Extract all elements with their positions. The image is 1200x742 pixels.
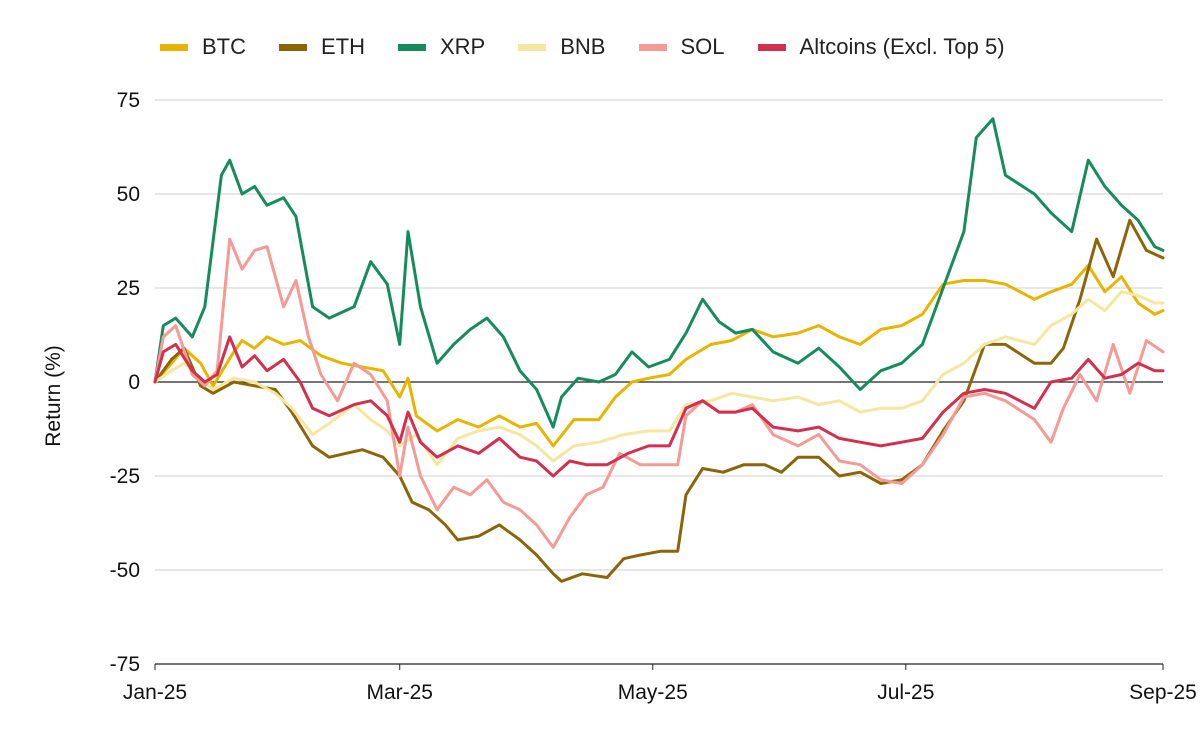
axes: 75 50 25 0 -25 -50 -75 Jan-25 Mar-25 May-25 Jul-25… (110, 89, 1197, 704)
x-tick-label: Mar-25 (366, 681, 433, 704)
series-line-altcoins-excl-top-5 (153, 335, 1165, 478)
x-tick-label: Jul-25 (877, 681, 934, 704)
legend-item: Altcoins (Excl. Top 5) (757, 34, 1005, 60)
legend-swatch (160, 43, 188, 51)
chart-legend: BTC ETH XRP BNB SOL Altcoins (Excl. Top 5) (160, 34, 1038, 60)
legend-swatch (398, 43, 426, 51)
legend-label: ETH (321, 34, 365, 59)
legend-item: BNB (518, 34, 606, 60)
x-tick-label: Sep-25 (1129, 681, 1197, 704)
legend-label: Altcoins (Excl. Top 5) (799, 34, 1005, 59)
legend-label: SOL (680, 34, 725, 59)
legend-item: ETH (279, 34, 365, 60)
y-tick-label: 0 (128, 371, 140, 394)
series-line-eth (153, 218, 1165, 583)
y-tick-label: -75 (110, 653, 140, 676)
y-axis-title: Return (%) (42, 345, 65, 447)
legend-label: BTC (202, 34, 246, 59)
legend-swatch (279, 43, 307, 51)
y-tick-label: -25 (110, 465, 140, 488)
series-line-xrp (153, 117, 1165, 429)
y-tick-label: -50 (110, 559, 140, 582)
legend-item: SOL (638, 34, 725, 60)
y-tick-label: 25 (117, 277, 140, 300)
series-line-btc (153, 263, 1165, 448)
series-line-bnb (153, 290, 1165, 467)
legend-label: XRP (440, 34, 486, 59)
series-line-sol (153, 237, 1165, 549)
legend-label: BNB (560, 34, 606, 59)
legend-item: BTC (160, 34, 246, 60)
x-tick-label: May-25 (618, 681, 688, 704)
legend-swatch (518, 43, 547, 51)
y-tick-label: 50 (117, 183, 140, 206)
legend-swatch (757, 43, 786, 51)
series-lines (153, 117, 1165, 583)
y-tick-label: 75 (117, 89, 140, 112)
x-tick-label: Jan-25 (123, 681, 187, 704)
gridlines (155, 99, 1163, 665)
legend-swatch (638, 43, 667, 51)
legend-item: XRP (398, 34, 485, 60)
